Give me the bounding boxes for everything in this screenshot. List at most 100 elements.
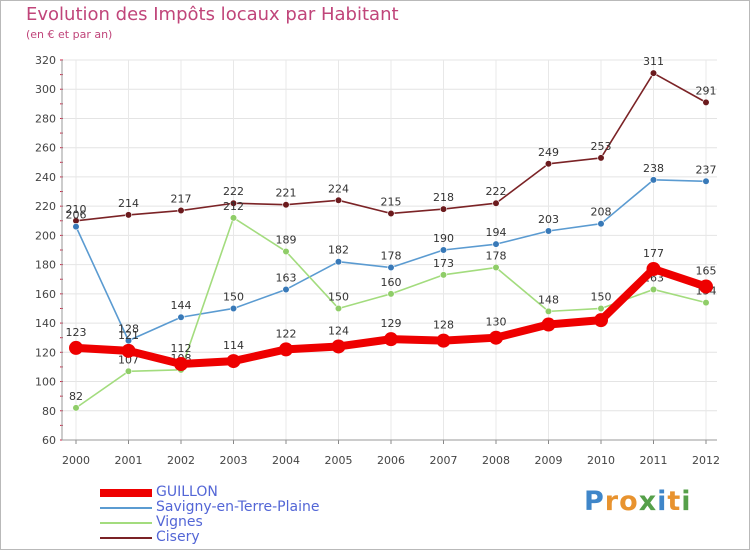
data-point-savigny-en-terre-plaine <box>229 304 238 313</box>
data-label-savigny-en-terre-plaine: 178 <box>381 250 402 263</box>
data-point-savigny-en-terre-plaine <box>177 313 185 321</box>
data-label-cisery: 217 <box>171 193 192 206</box>
data-label-savigny-en-terre-plaine: 128 <box>118 323 139 336</box>
data-label-savigny-en-terre-plaine: 163 <box>276 271 297 284</box>
data-label-savigny-en-terre-plaine: 208 <box>591 206 612 219</box>
data-point-vignes <box>334 304 343 313</box>
data-label-guillon: 122 <box>276 327 297 340</box>
data-point-savigny-en-terre-plaine <box>544 227 553 235</box>
y-tick-label: 260 <box>35 142 56 155</box>
x-tick-label: 2012 <box>692 454 720 467</box>
data-point-savigny-en-terre-plaine <box>649 176 658 184</box>
data-point-guillon <box>699 279 713 294</box>
data-point-cisery <box>177 206 185 215</box>
data-label-savigny-en-terre-plaine: 237 <box>696 163 717 176</box>
y-tick-label: 280 <box>35 112 56 125</box>
data-label-vignes: 150 <box>591 290 612 303</box>
x-tick-label: 2009 <box>535 454 563 467</box>
legend-swatch-cisery <box>100 537 152 539</box>
data-point-vignes <box>702 299 710 307</box>
data-label-vignes: 82 <box>69 390 83 403</box>
data-point-vignes <box>387 290 395 298</box>
data-label-vignes: 173 <box>433 257 454 270</box>
data-label-vignes: 150 <box>328 290 349 303</box>
data-point-savigny-en-terre-plaine <box>387 263 395 272</box>
legend-label-savigny: Savigny-en-Terre-Plaine <box>156 499 320 515</box>
data-point-guillon <box>489 330 503 345</box>
data-label-cisery: 253 <box>591 140 612 153</box>
y-tick-label: 120 <box>35 346 56 359</box>
data-label-guillon: 121 <box>118 329 139 342</box>
data-point-vignes <box>124 367 133 375</box>
data-label-vignes: 148 <box>538 293 559 306</box>
data-label-guillon: 123 <box>66 326 87 339</box>
logo-letter: x <box>638 486 658 517</box>
y-tick-label: 80 <box>42 405 56 418</box>
data-point-cisery <box>544 160 553 168</box>
data-label-cisery: 311 <box>643 55 664 68</box>
data-label-vignes: 178 <box>486 250 507 263</box>
y-tick-label: 300 <box>35 83 56 96</box>
data-point-cisery <box>649 69 658 77</box>
data-label-guillon: 124 <box>328 324 349 337</box>
data-label-cisery: 224 <box>328 182 349 195</box>
data-point-savigny-en-terre-plaine <box>439 246 448 254</box>
x-tick-label: 2008 <box>482 454 510 467</box>
data-point-vignes <box>439 271 448 279</box>
x-tick-label: 2002 <box>167 454 195 467</box>
data-point-cisery <box>124 211 133 219</box>
x-tick-label: 2006 <box>377 454 405 467</box>
data-label-vignes: 189 <box>276 233 297 246</box>
y-tick-label: 220 <box>35 200 56 213</box>
logo-letter: o <box>619 486 639 517</box>
chart-subtitle: (en € et par an) <box>26 28 113 41</box>
data-point-guillon <box>121 343 136 358</box>
legend-swatch-vignes <box>100 522 152 524</box>
logo-letter: r <box>604 486 620 517</box>
data-point-vignes <box>72 404 80 412</box>
data-point-guillon <box>69 340 83 355</box>
y-tick-label: 100 <box>35 376 56 389</box>
data-label-guillon: 165 <box>696 265 717 278</box>
legend-label-vignes: Vignes <box>156 514 203 530</box>
data-label-guillon: 112 <box>171 342 192 355</box>
data-point-savigny-en-terre-plaine <box>492 240 500 248</box>
data-point-vignes <box>649 285 658 294</box>
y-tick-label: 200 <box>35 229 56 242</box>
x-tick-label: 2011 <box>640 454 668 467</box>
logo-letter: t <box>667 486 682 517</box>
logo-letter: i <box>681 486 692 517</box>
data-point-savigny-en-terre-plaine <box>334 258 343 266</box>
data-label-guillon: 114 <box>223 339 244 352</box>
data-label-cisery: 222 <box>223 185 244 198</box>
x-tick-label: 2004 <box>272 454 300 467</box>
data-label-cisery: 218 <box>433 191 454 204</box>
proxiti-logo: Proxiti <box>584 486 692 517</box>
data-point-guillon <box>226 354 241 369</box>
data-point-vignes <box>229 214 238 222</box>
data-point-cisery <box>282 201 290 209</box>
data-point-savigny-en-terre-plaine <box>597 220 605 228</box>
data-label-guillon: 128 <box>433 319 454 332</box>
data-point-guillon <box>646 262 661 276</box>
data-label-savigny-en-terre-plaine: 144 <box>171 299 192 312</box>
data-point-cisery <box>597 154 605 162</box>
data-label-guillon: 130 <box>486 316 507 329</box>
data-label-guillon: 177 <box>643 247 664 260</box>
data-label-savigny-en-terre-plaine: 182 <box>328 244 349 257</box>
data-point-guillon <box>174 357 188 371</box>
data-point-vignes <box>544 307 553 315</box>
data-label-cisery: 249 <box>538 146 559 159</box>
logo-letter: P <box>584 486 605 517</box>
data-label-cisery: 210 <box>66 203 87 216</box>
data-point-guillon <box>594 313 608 328</box>
data-point-savigny-en-terre-plaine <box>702 177 710 185</box>
data-label-savigny-en-terre-plaine: 206 <box>66 209 87 222</box>
data-label-vignes: 107 <box>118 353 139 366</box>
data-label-vignes: 212 <box>223 200 244 213</box>
data-point-guillon <box>541 317 556 332</box>
legend-label-cisery: Cisery <box>156 529 200 545</box>
legend-swatch-guillon <box>100 489 152 497</box>
x-tick-label: 2001 <box>115 454 143 467</box>
